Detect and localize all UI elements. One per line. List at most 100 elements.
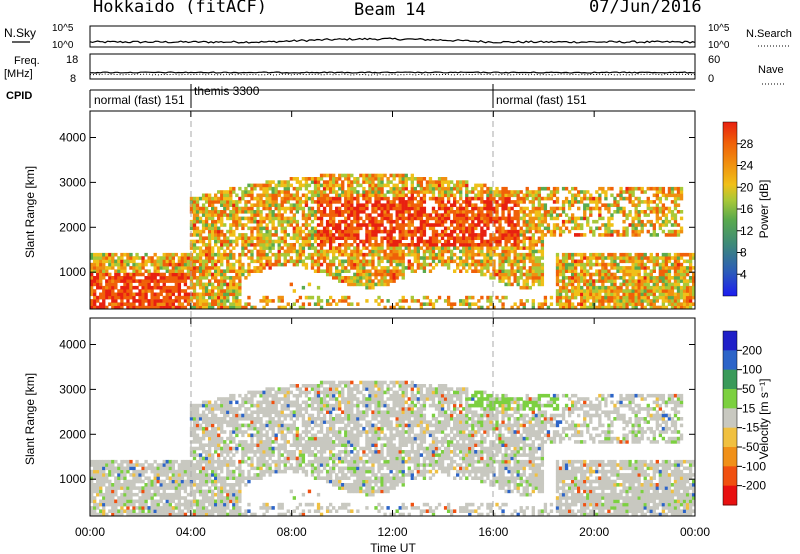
power-cell (555, 276, 560, 280)
power-cell (359, 252, 363, 257)
power-cell (259, 200, 263, 204)
power-cell (262, 299, 266, 303)
power-cell (495, 193, 499, 198)
power-cell (389, 200, 393, 204)
power-cell (180, 262, 185, 267)
power-cell (416, 177, 421, 181)
power-cell (453, 193, 457, 198)
power-cell (410, 236, 414, 240)
power-cell (259, 236, 263, 240)
power-cell (540, 243, 545, 247)
power-cell (114, 272, 118, 277)
power-cell (492, 223, 496, 227)
power-cell (422, 193, 427, 198)
power-cell (610, 213, 614, 217)
power-cell (459, 219, 463, 224)
power-cell (362, 266, 366, 270)
power-cell (389, 305, 393, 310)
power-cell (102, 276, 106, 280)
power-cell (386, 259, 390, 264)
power-cell (474, 196, 478, 201)
power-cell (392, 305, 396, 310)
power-cell (108, 279, 112, 283)
power-cell (407, 200, 411, 204)
power-cell (335, 177, 339, 181)
power-cell (459, 229, 463, 234)
power-cell (238, 292, 242, 297)
power-cell (108, 285, 112, 290)
velocity-cell (129, 489, 133, 494)
power-cell (413, 243, 417, 247)
power-cell (126, 282, 130, 287)
power-cell (371, 190, 375, 194)
power-cell (262, 216, 266, 221)
power-cell (428, 177, 433, 181)
power-cell (425, 295, 430, 300)
power-cell (374, 226, 378, 231)
power-cell (440, 216, 445, 221)
power-cell (371, 285, 375, 290)
power-cell (664, 252, 669, 257)
power-cell (286, 302, 290, 306)
power-cell (274, 259, 278, 264)
power-cell (501, 246, 505, 250)
power-cell (489, 216, 493, 221)
power-cell (341, 262, 345, 267)
power-cell (380, 266, 384, 270)
power-cell (486, 223, 490, 227)
power-cell (289, 256, 293, 260)
power-cell (501, 256, 505, 260)
power-cell (111, 256, 115, 260)
velocity-cell (171, 473, 175, 477)
power-cell (365, 299, 369, 303)
velocity-cell (198, 466, 203, 471)
power-cell (177, 285, 182, 290)
power-cell (362, 177, 366, 181)
power-cell (90, 279, 94, 283)
power-cell (159, 289, 163, 293)
power-cell (310, 180, 315, 184)
power-cell (377, 246, 381, 250)
power-cell (353, 219, 357, 224)
power-cell (434, 299, 439, 303)
power-cell (265, 226, 269, 231)
power-cell (353, 180, 357, 184)
power-cell (549, 196, 554, 201)
power-cell (401, 252, 405, 257)
power-cell (256, 210, 260, 214)
power-cell (144, 259, 148, 264)
power-cell (226, 203, 230, 207)
velocity-cell (195, 489, 200, 494)
power-cell (328, 236, 333, 240)
power-cell (613, 276, 617, 280)
power-cell (168, 262, 172, 267)
power-cell (598, 226, 602, 231)
velocity-cell (192, 502, 197, 507)
power-cell (456, 190, 460, 194)
power-cell (138, 282, 142, 287)
power-cell (437, 213, 442, 217)
power-cell (359, 269, 363, 273)
power-cell (253, 216, 257, 221)
power-cell (570, 200, 575, 204)
power-cell (250, 193, 254, 198)
power-cell (195, 305, 200, 310)
power-cell (132, 292, 136, 297)
power-cell (265, 299, 269, 303)
power-cell (204, 289, 209, 293)
velocity-cell (141, 499, 145, 504)
power-cell (353, 262, 357, 267)
power-cell (667, 299, 672, 303)
power-cell (271, 246, 275, 250)
power-cell (589, 226, 593, 231)
power-cell (474, 223, 478, 227)
power-cell (93, 262, 97, 267)
power-cell (241, 269, 245, 273)
power-cell (325, 180, 330, 184)
power-cell (610, 272, 614, 277)
power-cell (510, 249, 514, 254)
power-cell (332, 210, 336, 214)
power-cell (195, 246, 200, 250)
power-cell (670, 262, 675, 267)
power-cell (229, 239, 233, 244)
